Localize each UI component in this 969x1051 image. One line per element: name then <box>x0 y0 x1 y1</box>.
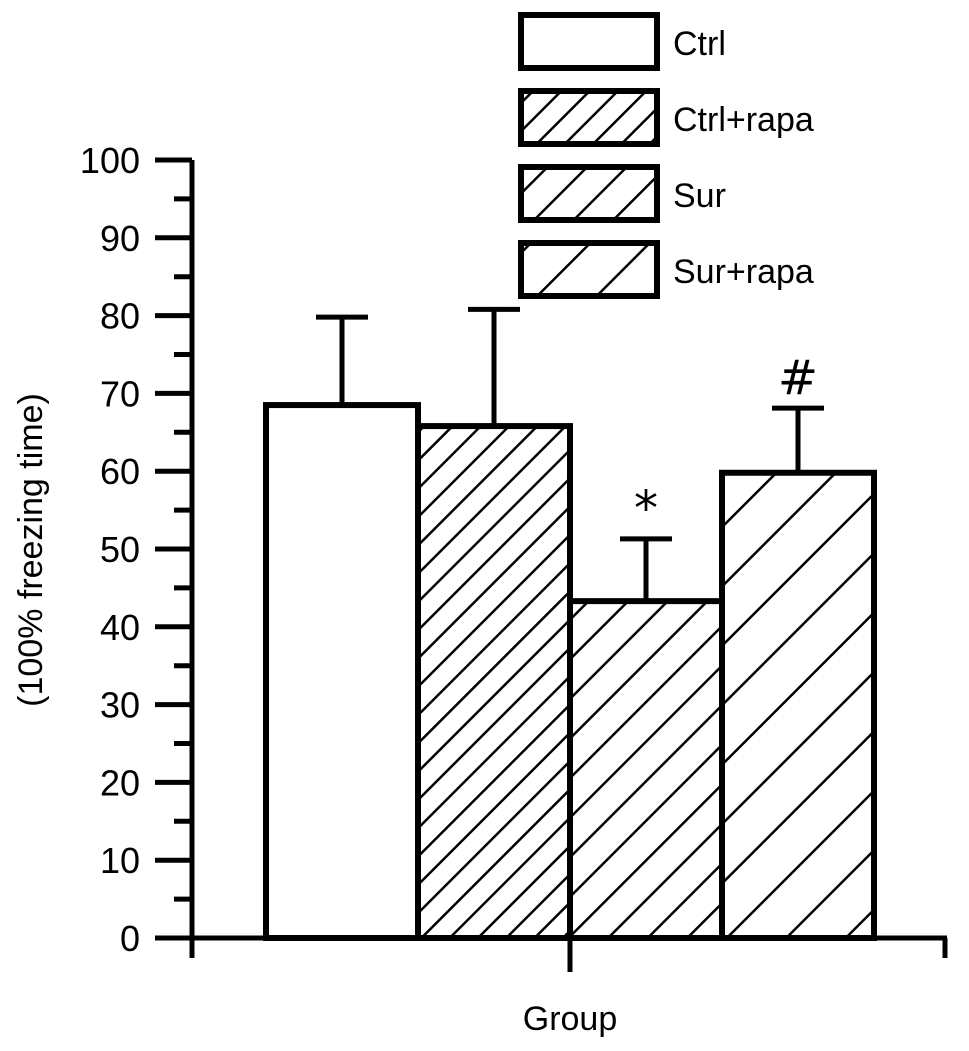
y-tick-label: 10 <box>100 840 140 881</box>
y-tick-label: 30 <box>100 685 140 726</box>
y-tick-label: 80 <box>100 296 140 337</box>
bar-sur-rapa <box>719 469 877 941</box>
annotations: *# <box>634 350 818 537</box>
bar-ctrl <box>263 402 421 941</box>
y-tick-label: 60 <box>100 451 140 492</box>
legend-label: Sur+rapa <box>673 253 814 291</box>
legend-swatch <box>518 12 660 71</box>
legend-swatch <box>518 240 660 299</box>
y-tick-label: 50 <box>100 529 140 570</box>
y-tick-label: 40 <box>100 607 140 648</box>
y-axis-label: (100% freezing time) <box>12 393 50 707</box>
y-tick-label: 0 <box>120 918 140 959</box>
legend: Ctrl Ctrl+rapa Sur Sur+rapa <box>518 12 814 299</box>
y-tick-label: 100 <box>80 140 140 181</box>
bars <box>263 306 877 941</box>
y-tick-label: 20 <box>100 762 140 803</box>
x-axis-label: Group <box>523 1000 618 1038</box>
legend-label: Ctrl+rapa <box>673 101 814 139</box>
y-tick-label: 90 <box>100 218 140 259</box>
legend-swatch <box>518 88 660 147</box>
bar-ctrl-rapa <box>415 423 573 941</box>
significance-asterisk: * <box>634 481 658 537</box>
y-tick-label: 70 <box>100 373 140 414</box>
bar-sur <box>567 598 725 941</box>
significance-hash: # <box>778 350 818 406</box>
legend-swatch <box>518 164 660 223</box>
legend-label: Sur <box>673 177 726 215</box>
y-ticks: 0 10 20 30 40 50 60 70 80 90 100 <box>80 140 192 959</box>
legend-label: Ctrl <box>673 25 726 63</box>
